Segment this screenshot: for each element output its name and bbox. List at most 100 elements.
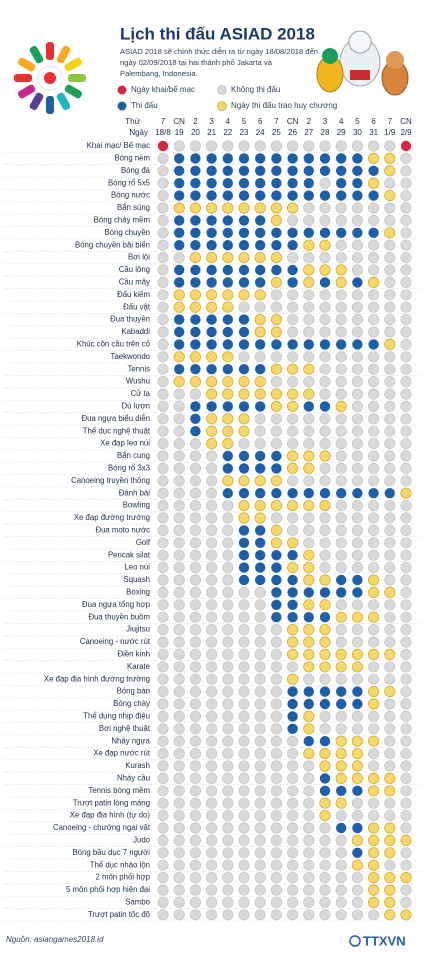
date: 31	[369, 128, 378, 137]
status-dot	[254, 586, 266, 599]
status-dot	[271, 550, 282, 561]
status-dot	[254, 772, 266, 785]
status-dot	[238, 723, 250, 735]
status-dot	[286, 375, 299, 388]
status-dot	[206, 437, 218, 450]
status-dot	[271, 450, 282, 462]
status-dot	[222, 178, 233, 189]
status-dot	[400, 301, 412, 313]
status-dot	[206, 760, 218, 772]
status-dot	[286, 859, 299, 871]
status-dot	[270, 809, 282, 822]
status-dot	[286, 400, 299, 412]
status-dot	[400, 487, 412, 499]
status-dot	[173, 140, 185, 152]
weekday: 7	[388, 117, 393, 126]
status-dot	[189, 859, 201, 871]
status-dot	[286, 871, 299, 884]
status-dot	[384, 599, 396, 611]
status-dot	[335, 326, 347, 338]
status-dot	[189, 561, 201, 574]
status-dot	[238, 475, 250, 487]
status-dot	[255, 165, 266, 176]
status-dot	[190, 215, 201, 226]
status-dot	[400, 165, 412, 177]
status-dot	[400, 710, 412, 723]
status-dot	[173, 388, 185, 400]
status-dot	[173, 822, 185, 834]
status-dot	[319, 153, 331, 164]
status-dot	[367, 648, 380, 661]
status-dot	[303, 153, 314, 164]
status-dot	[157, 276, 169, 288]
status-dot	[335, 214, 347, 226]
status-dot	[238, 809, 250, 822]
status-dot	[367, 152, 380, 164]
status-dot	[319, 785, 331, 796]
status-dot	[157, 326, 169, 338]
status-dot	[190, 178, 201, 189]
status-dot	[367, 661, 380, 673]
sport-name: Bóng bầu dục 7 người	[72, 848, 150, 857]
status-dot	[190, 227, 201, 238]
status-dot	[351, 896, 363, 909]
status-dot	[189, 537, 201, 549]
status-dot	[222, 661, 234, 673]
status-dot	[400, 239, 412, 251]
status-dot	[352, 190, 363, 201]
status-cells	[157, 710, 412, 723]
status-dot	[222, 264, 233, 276]
status-dot	[222, 822, 234, 834]
status-dot	[255, 153, 266, 164]
description-line: ngày 02/09/2018 tại hai thành phố Jakart…	[120, 58, 273, 67]
status-dot	[206, 723, 218, 735]
status-dot	[222, 488, 233, 499]
status-dot	[351, 289, 363, 301]
status-dot	[270, 400, 282, 412]
status-dot	[255, 215, 266, 226]
status-dot	[319, 859, 331, 871]
status-dot	[222, 252, 234, 264]
status-dot	[206, 673, 218, 685]
weekday: 7	[161, 117, 166, 126]
sport-name: Bóng đá	[121, 166, 151, 175]
status-dot	[222, 896, 234, 909]
status-cells	[157, 165, 412, 177]
status-dot	[173, 524, 185, 537]
status-dot	[271, 240, 282, 251]
status-dot	[352, 178, 363, 189]
status-dot	[157, 636, 169, 648]
sport-name: Squash	[124, 575, 150, 584]
date: 2/9	[400, 128, 412, 137]
status-dot	[271, 574, 282, 586]
status-dot	[206, 561, 218, 574]
status-dot	[157, 152, 169, 164]
status-dot	[270, 772, 282, 785]
status-dot	[351, 871, 363, 884]
status-dot	[335, 264, 347, 276]
status-dot	[319, 289, 331, 301]
status-dot	[384, 586, 396, 599]
status-dot	[238, 537, 250, 548]
status-dot	[206, 364, 217, 375]
status-cells	[157, 499, 412, 512]
status-dot	[222, 301, 234, 313]
status-dot	[270, 512, 282, 524]
legend: Ngày khai/bế mạc Không thi đấu Thi đấu Ngày…	[117, 85, 337, 111]
status-dot	[400, 871, 412, 884]
status-dot	[173, 599, 185, 611]
status-dot	[238, 896, 250, 909]
status-dot	[319, 673, 331, 685]
status-dot	[254, 437, 266, 450]
status-dot	[173, 834, 185, 847]
status-dot	[384, 735, 396, 747]
status-dot	[270, 760, 282, 772]
status-cells	[157, 264, 412, 276]
status-dot	[303, 227, 314, 238]
status-dot	[254, 611, 266, 623]
status-dot	[206, 871, 218, 884]
status-dot	[190, 426, 201, 437]
status-dot	[271, 153, 282, 164]
status-dot	[206, 339, 217, 350]
status-dot	[238, 550, 250, 561]
